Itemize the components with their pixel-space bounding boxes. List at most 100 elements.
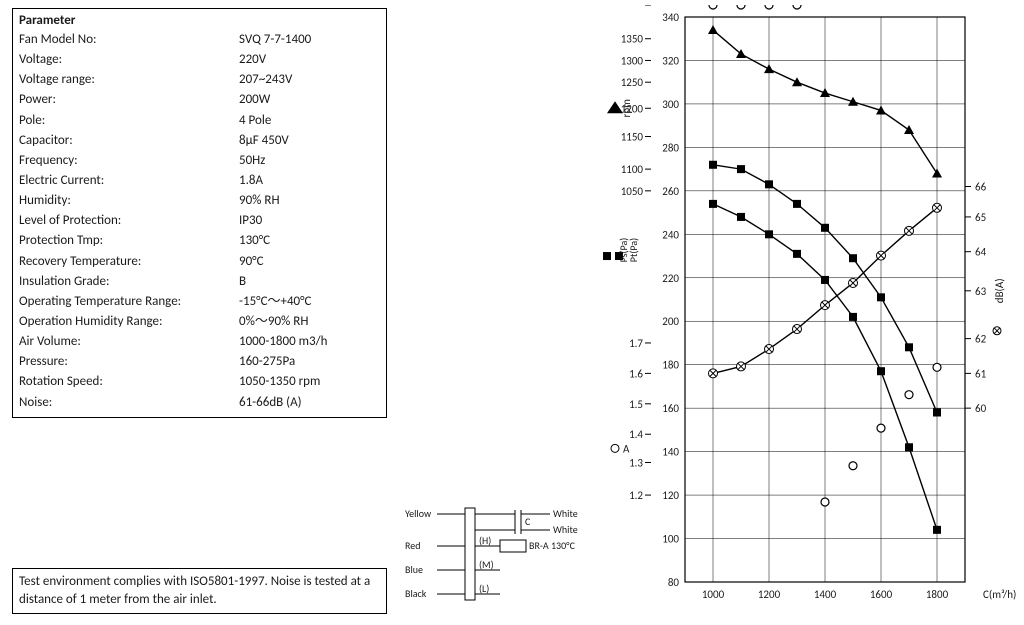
parameter-row: Rotation Speed:1050-1350 rpm <box>19 372 380 392</box>
parameter-row: Electric Current:1.8A <box>19 171 380 191</box>
parameter-value: 90% RH <box>239 191 380 211</box>
svg-text:C(m³/h): C(m³/h) <box>983 588 1016 601</box>
parameter-key: Recovery Temperature: <box>19 252 239 272</box>
parameter-key: Rotation Speed: <box>19 372 239 392</box>
svg-text:1300: 1300 <box>621 54 644 67</box>
svg-text:1.6: 1.6 <box>629 367 643 380</box>
svg-text:rpm: rpm <box>620 99 633 118</box>
wiring-label-black: Black <box>405 587 427 600</box>
svg-text:1100: 1100 <box>621 163 644 176</box>
parameter-row: Protection Tmp:130°C <box>19 231 380 251</box>
parameter-key: Air Volume: <box>19 332 239 352</box>
parameter-row: Capacitor:8μF 450V <box>19 131 380 151</box>
svg-text:66: 66 <box>975 181 987 194</box>
svg-text:1250: 1250 <box>621 76 644 89</box>
svg-text:1.1: 1.1 <box>629 5 643 8</box>
svg-text:1200: 1200 <box>758 588 781 601</box>
svg-text:340: 340 <box>662 11 679 24</box>
parameter-key: Operation Humidity Range: <box>19 312 239 332</box>
svg-text:A: A <box>623 442 630 455</box>
parameter-value: 1050-1350 rpm <box>239 372 380 392</box>
wiring-label-yellow: Yellow <box>405 507 432 520</box>
parameter-row: Power:200W <box>19 90 380 110</box>
parameter-key: Noise: <box>19 393 239 413</box>
parameter-value: 130°C <box>239 231 380 251</box>
parameter-key: Protection Tmp: <box>19 231 239 251</box>
parameter-key: Frequency: <box>19 151 239 171</box>
parameter-key: Pole: <box>19 111 239 131</box>
parameter-value: -15°C～+40°C <box>239 292 380 312</box>
svg-text:1350: 1350 <box>621 33 644 46</box>
parameter-row: Pressure:160-275Pa <box>19 352 380 372</box>
svg-text:320: 320 <box>662 54 679 67</box>
parameter-row: Recovery Temperature:90°C <box>19 252 380 272</box>
parameter-key: Fan Model No: <box>19 30 239 50</box>
parameter-value: 1.8A <box>239 171 380 191</box>
svg-text:1050: 1050 <box>621 185 644 198</box>
parameter-row: Air Volume:1000-1800 m3/h <box>19 332 380 352</box>
wiring-label-c: C <box>525 515 531 528</box>
parameter-value: 50Hz <box>239 151 380 171</box>
parameter-row: Frequency:50Hz <box>19 151 380 171</box>
parameter-value: 207~243V <box>239 70 380 90</box>
parameter-row: Level of Protection:IP30 <box>19 211 380 231</box>
svg-text:1.5: 1.5 <box>629 398 643 411</box>
parameter-value: 4 Pole <box>239 111 380 131</box>
parameter-row: Fan Model No:SVQ 7-7-1400 <box>19 30 380 50</box>
svg-text:63: 63 <box>975 285 987 298</box>
wiring-label-m: (M) <box>479 558 494 571</box>
parameter-value: B <box>239 272 380 292</box>
parameter-key: Insulation Grade: <box>19 272 239 292</box>
svg-text:62: 62 <box>975 333 987 346</box>
svg-text:1400: 1400 <box>814 588 837 601</box>
parameter-row: Noise:61-66dB (A) <box>19 393 380 413</box>
svg-text:180: 180 <box>662 359 679 372</box>
svg-text:80: 80 <box>668 576 680 589</box>
svg-text:64: 64 <box>975 246 987 259</box>
parameter-value: IP30 <box>239 211 380 231</box>
parameter-row: Voltage range:207~243V <box>19 70 380 90</box>
svg-text:280: 280 <box>662 141 679 154</box>
svg-text:1600: 1600 <box>870 588 893 601</box>
svg-text:Pt(Pa): Pt(Pa) <box>627 238 640 262</box>
parameter-row: Insulation Grade:B <box>19 272 380 292</box>
svg-text:60: 60 <box>975 402 987 415</box>
wiring-label-white1: White <box>553 507 578 520</box>
svg-text:1800: 1800 <box>926 588 949 601</box>
parameter-value: 90°C <box>239 252 380 272</box>
parameter-value: 0%～90% RH <box>239 312 380 332</box>
svg-text:1.4: 1.4 <box>629 428 643 441</box>
svg-text:1.2: 1.2 <box>629 489 643 502</box>
svg-text:61: 61 <box>975 367 987 380</box>
parameter-key: Humidity: <box>19 191 239 211</box>
svg-text:1000: 1000 <box>702 588 725 601</box>
parameter-value: 1000-1800 m3/h <box>239 332 380 352</box>
parameter-key: Voltage: <box>19 50 239 70</box>
wiring-label-red: Red <box>405 539 420 552</box>
parameter-value: 220V <box>239 50 380 70</box>
test-note: Test environment complies with ISO5801-1… <box>12 568 387 614</box>
svg-text:200: 200 <box>662 315 679 328</box>
svg-text:240: 240 <box>662 228 679 241</box>
parameter-key: Pressure: <box>19 352 239 372</box>
wiring-label-blue: Blue <box>405 563 423 576</box>
parameter-value: 200W <box>239 90 380 110</box>
parameter-row: Operation Humidity Range:0%～90% RH <box>19 312 380 332</box>
parameter-key: Electric Current: <box>19 171 239 191</box>
svg-text:260: 260 <box>662 185 679 198</box>
parameter-table: Parameter Fan Model No:SVQ 7-7-1400Volta… <box>12 8 387 418</box>
svg-text:1150: 1150 <box>621 131 644 144</box>
wiring-label-h: (H) <box>479 534 491 547</box>
parameter-value: 8μF 450V <box>239 131 380 151</box>
parameter-row: Operating Temperature Range:-15°C～+40°C <box>19 292 380 312</box>
parameter-value: SVQ 7-7-1400 <box>239 30 380 50</box>
parameter-header: Parameter <box>19 11 380 30</box>
parameter-key: Operating Temperature Range: <box>19 292 239 312</box>
parameter-value: 160-275Pa <box>239 352 380 372</box>
wiring-label-white2: White <box>553 523 578 536</box>
wiring-diagram: Yellow Red Blue Black White White C BR-A… <box>405 500 585 610</box>
svg-text:160: 160 <box>662 402 679 415</box>
parameter-row: Pole:4 Pole <box>19 111 380 131</box>
svg-text:140: 140 <box>662 446 679 459</box>
svg-text:1.7: 1.7 <box>629 337 643 350</box>
